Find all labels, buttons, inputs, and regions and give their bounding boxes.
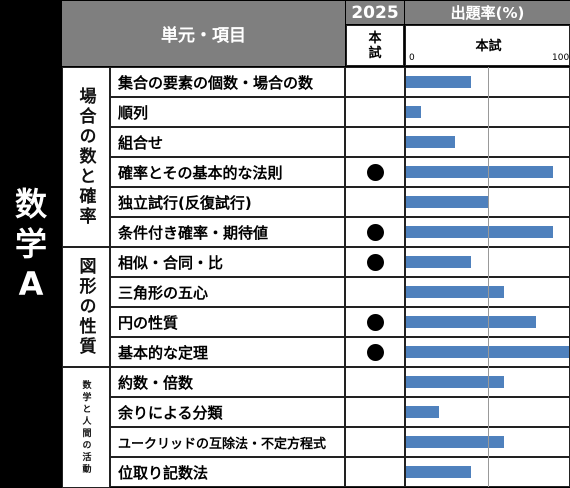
row-item-label: 三角形の五心 [110, 277, 345, 307]
bar [406, 196, 488, 208]
row-exam-cell [345, 457, 405, 487]
row-item-label: 確率とその基本的な法則 [110, 157, 345, 187]
row-bar-cell [405, 277, 570, 307]
subject-char-2: 学 [14, 225, 47, 263]
row-exam-cell [345, 427, 405, 457]
row-item-label: 位取り記数法 [110, 457, 345, 487]
tick-min: 0 [409, 53, 415, 63]
row-exam-cell [345, 247, 405, 277]
row-item-label: 基本的な定理 [110, 337, 345, 367]
bar [406, 136, 455, 148]
row-exam-cell [345, 397, 405, 427]
row-exam-cell [345, 337, 405, 367]
row-bar-cell [405, 337, 570, 367]
midline [488, 67, 489, 487]
row-bar-cell [405, 367, 570, 397]
row-bar-cell [405, 157, 570, 187]
row-exam-cell [345, 217, 405, 247]
category-geometry: 図形の性質 [62, 247, 110, 367]
row-bar-cell [405, 307, 570, 337]
year-header: 2025 [346, 1, 404, 24]
row-item-label: 集合の要素の個数・場合の数 [110, 67, 345, 97]
exam-subheader: 本 試 [346, 25, 404, 66]
row-item-label: 円の性質 [110, 307, 345, 337]
row-item-label: 組合せ [110, 127, 345, 157]
row-bar-cell [405, 187, 570, 217]
exam-subheader-bottom: 試 [368, 45, 382, 61]
rate-subheader: 本試 0 100 [405, 25, 570, 66]
row-exam-cell [345, 367, 405, 397]
exam-2025-dot [366, 313, 384, 331]
bar [406, 166, 553, 178]
row-exam-cell [345, 67, 405, 97]
row-exam-cell [345, 157, 405, 187]
row-item-label: 順列 [110, 97, 345, 127]
category-geometry-label: 図形の性質 [75, 257, 96, 357]
row-bar-cell [405, 67, 570, 97]
row-exam-cell [345, 127, 405, 157]
tick-max: 100 [552, 53, 570, 63]
category-probability-label: 場合の数と確率 [75, 87, 96, 227]
row-bar-cell [405, 127, 570, 157]
category-probability: 場合の数と確率 [62, 67, 110, 247]
exam-2025-dot [366, 223, 384, 241]
row-bar-cell [405, 397, 570, 427]
row-bar-cell [405, 217, 570, 247]
bar [406, 316, 536, 328]
row-exam-cell [345, 277, 405, 307]
row-item-label: 独立試行(反復試行) [110, 187, 345, 217]
row-item-label: 約数・倍数 [110, 367, 345, 397]
subject-char-1: 数 [14, 185, 47, 223]
bar [406, 346, 569, 358]
row-item-label: 余りによる分類 [110, 397, 345, 427]
bar [406, 406, 439, 418]
exam-subheader-top: 本 [368, 30, 382, 46]
bar [406, 286, 504, 298]
row-exam-cell [345, 187, 405, 217]
row-item-label: 条件付き確率・期待値 [110, 217, 345, 247]
row-bar-cell [405, 247, 570, 277]
bar [406, 226, 553, 238]
row-bar-cell [405, 97, 570, 127]
bar [406, 256, 471, 268]
bar [406, 106, 421, 118]
category-math-activity-label: 数学と人間の活動 [80, 379, 91, 476]
row-bar-cell [405, 457, 570, 487]
unit-item-header: 単元・項目 [62, 1, 345, 66]
bar [406, 76, 471, 88]
row-exam-cell [345, 97, 405, 127]
rate-header: 出題率(%) [405, 1, 570, 24]
category-math-activity: 数学と人間の活動 [62, 367, 110, 488]
bar [406, 436, 504, 448]
row-exam-cell [345, 307, 405, 337]
exam-2025-dot [366, 163, 384, 181]
subject-char-3: A [18, 265, 44, 303]
rate-subheader-label: 本試 [475, 39, 502, 54]
bar [406, 466, 471, 478]
row-bar-cell [405, 427, 570, 457]
exam-2025-dot [366, 253, 384, 271]
row-item-label: ユークリッドの互除法・不定方程式 [110, 427, 345, 457]
row-item-label: 相似・合同・比 [110, 247, 345, 277]
subject-label: 数 学 A [0, 0, 62, 488]
bar [406, 376, 504, 388]
exam-2025-dot [366, 343, 384, 361]
